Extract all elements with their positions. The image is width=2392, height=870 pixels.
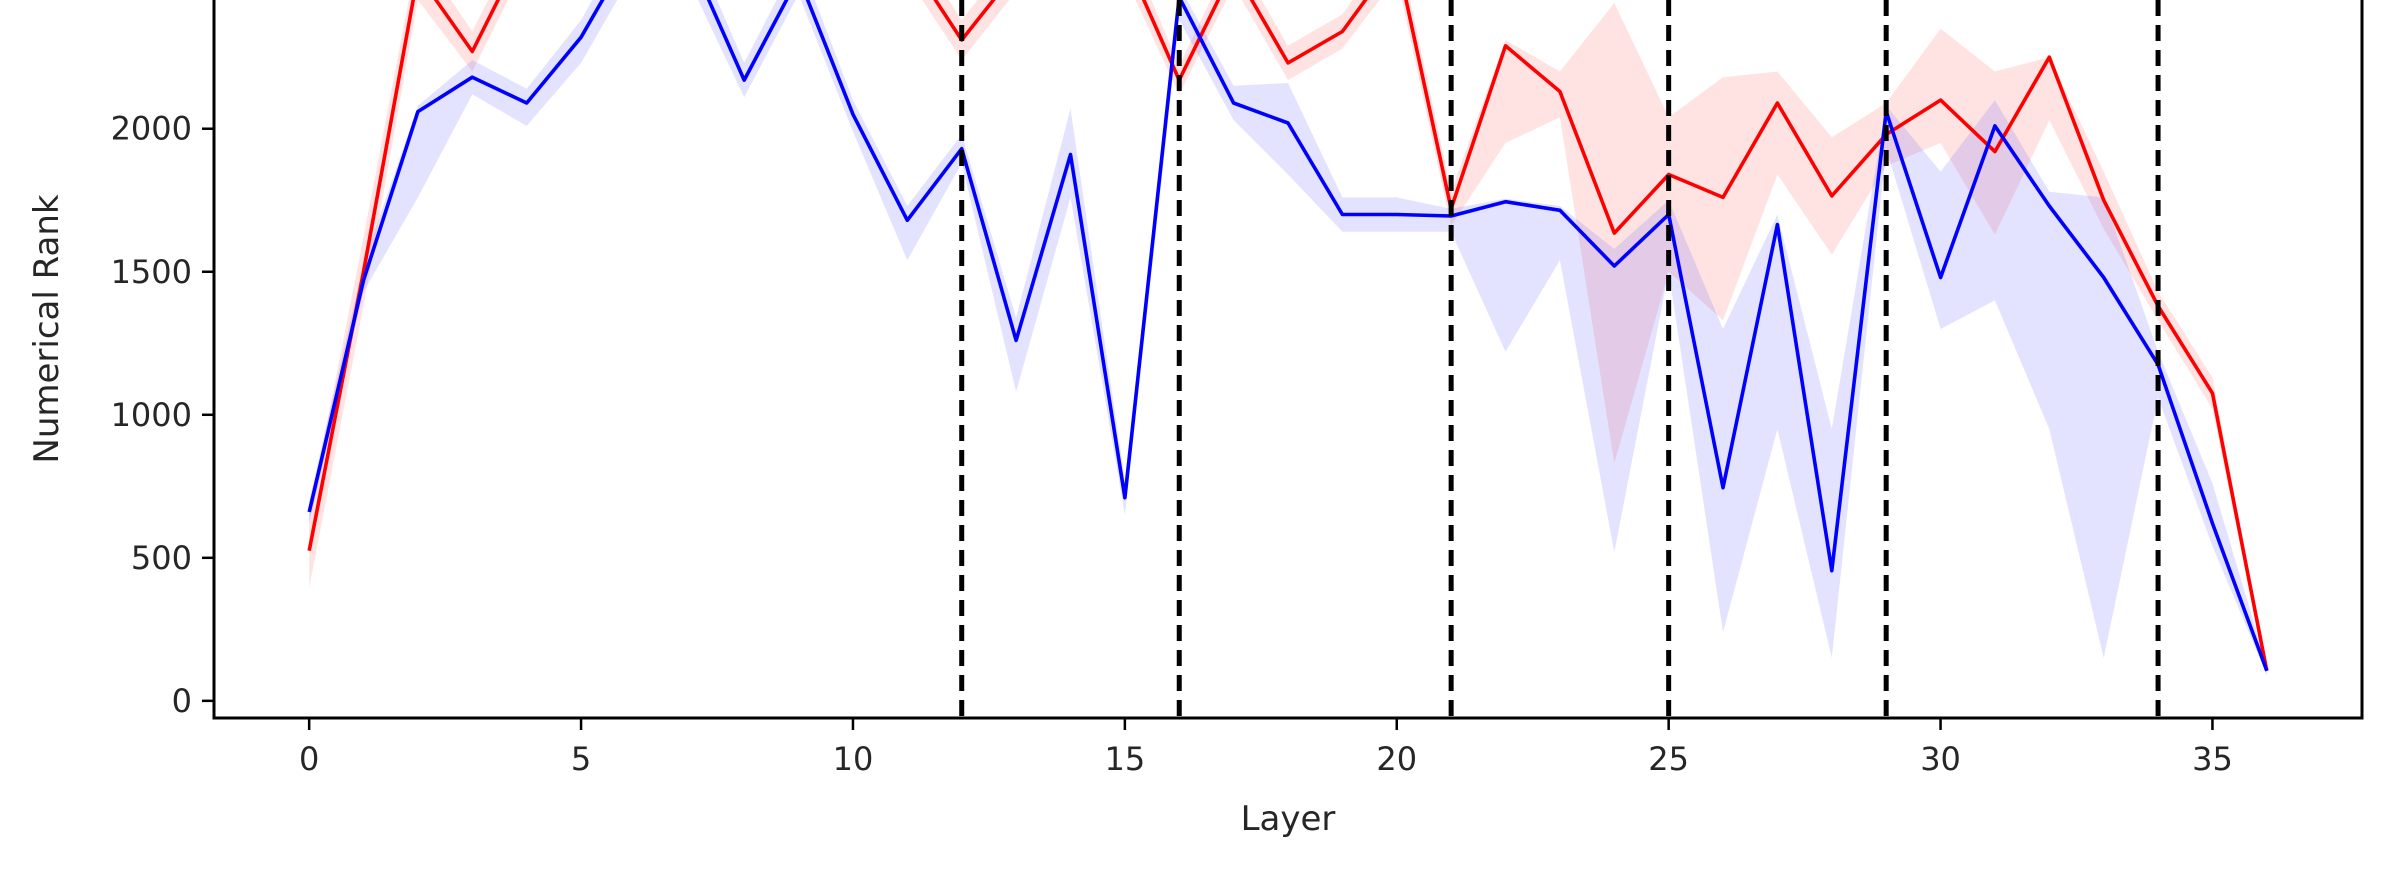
- series-1-band: [309, 0, 2267, 676]
- y-axis-label: Numerical Rank: [27, 194, 67, 463]
- y-tick-label: 2000: [111, 110, 192, 148]
- x-tick-label: 35: [2192, 740, 2233, 778]
- x-tick-label: 30: [1920, 740, 1961, 778]
- series-1-line: [307, 0, 2269, 672]
- x-tick-label: 25: [1648, 740, 1689, 778]
- series-lines: [307, 0, 2269, 672]
- y-tick-label: 0: [172, 682, 192, 720]
- x-tick-label: 15: [1105, 740, 1146, 778]
- confidence-bands: [309, 0, 2267, 676]
- y-tick-label: 1500: [111, 253, 192, 291]
- series-2-band: [309, 0, 2267, 676]
- y-tick-label: 1000: [111, 396, 192, 434]
- x-tick-label: 20: [1376, 740, 1417, 778]
- layer-boundary-markers: [959, 0, 2161, 718]
- y-tick-label: 500: [131, 539, 192, 577]
- axes: [212, 0, 2364, 720]
- x-tick-label: 10: [833, 740, 874, 778]
- x-tick-label: 0: [299, 740, 319, 778]
- x-tick-label: 5: [571, 740, 591, 778]
- x-axis-label: Layer: [1241, 799, 1336, 839]
- y-axis-ticks: 0 500 1000 1500 2000: [111, 110, 214, 720]
- x-axis-ticks: 0 5 10 15 20 25 30 35: [299, 718, 2233, 778]
